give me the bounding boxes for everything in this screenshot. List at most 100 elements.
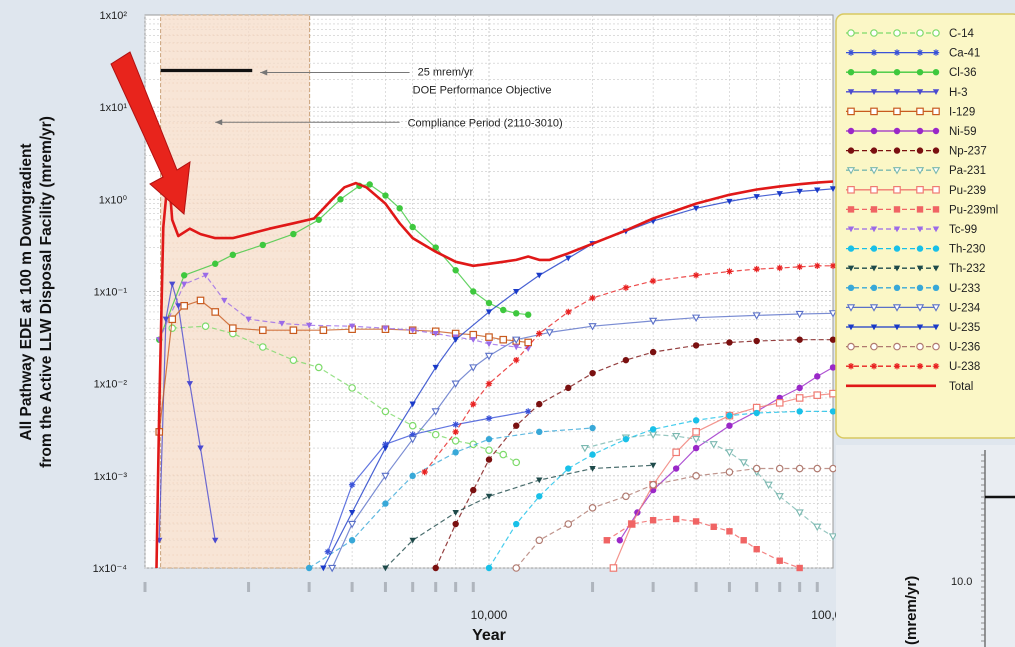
data-point (931, 167, 941, 175)
data-point (847, 284, 855, 291)
data-point (588, 503, 597, 512)
data-point (162, 316, 170, 323)
legend-item: Pu-239ml (846, 204, 998, 216)
data-point (485, 341, 493, 348)
data-point (348, 537, 356, 544)
series-line (308, 427, 593, 569)
data-point (932, 342, 940, 351)
data-point (795, 394, 804, 402)
data-point (258, 326, 267, 335)
legend-item: U-235 (846, 322, 980, 334)
data-point (847, 245, 855, 252)
data-point (348, 323, 356, 330)
data-point (513, 356, 520, 364)
series-np-237 (432, 336, 837, 572)
data-point (609, 564, 618, 572)
data-point (649, 426, 657, 433)
data-point (847, 107, 855, 116)
data-point (916, 186, 924, 194)
legend-item: C-14 (846, 28, 975, 40)
data-point (409, 431, 416, 438)
data-point (764, 481, 773, 490)
data-point (847, 49, 855, 56)
data-point (432, 330, 439, 337)
data-point (916, 127, 924, 135)
y-tick-label: 1x10² (99, 10, 127, 22)
data-point (753, 265, 760, 273)
data-point (289, 356, 298, 364)
data-point (893, 186, 901, 194)
data-point (565, 465, 572, 472)
legend-item: Np-237 (846, 146, 987, 158)
data-point (536, 477, 543, 484)
data-point (305, 322, 313, 329)
data-point (229, 324, 237, 332)
data-point (589, 294, 596, 302)
data-point (814, 373, 821, 380)
data-point (451, 436, 460, 445)
x-minor-tick (651, 582, 655, 592)
data-point (348, 509, 356, 516)
data-point (278, 320, 286, 327)
data-point (245, 316, 252, 323)
data-point (870, 206, 878, 213)
series-line (158, 183, 529, 340)
data-point (870, 69, 878, 76)
data-point (409, 401, 416, 408)
data-point (892, 167, 902, 175)
annotation-leaders (215, 69, 410, 126)
data-point (409, 537, 416, 544)
data-point (196, 296, 205, 305)
x-minor-tick (778, 582, 782, 592)
data-point (916, 29, 924, 37)
data-point (846, 304, 856, 312)
data-point (726, 528, 733, 535)
data-point (485, 333, 493, 341)
data-point (796, 188, 803, 195)
x-axis-label: Year (472, 627, 506, 644)
data-point (932, 206, 940, 213)
data-point (726, 268, 733, 275)
data-point (916, 363, 924, 370)
data-point (932, 245, 940, 252)
data-point (916, 284, 924, 291)
data-point (513, 520, 520, 528)
x-minor-tick (471, 582, 475, 592)
data-point (893, 284, 901, 291)
legend-item: Tc-99 (846, 224, 977, 236)
data-point (470, 288, 477, 295)
annotation-objective-value: 25 mrem/yr (418, 67, 474, 79)
data-point (432, 364, 439, 371)
data-point (796, 263, 803, 271)
data-point (813, 391, 822, 399)
data-point (725, 449, 734, 457)
y-tick-label: 1x10⁻⁴ (93, 563, 128, 575)
data-point (211, 308, 220, 316)
data-point (893, 107, 901, 116)
data-point (512, 458, 521, 467)
data-point (916, 226, 924, 233)
data-point (290, 230, 297, 238)
data-point (628, 520, 635, 528)
data-point (870, 127, 878, 135)
legend-item: Th-232 (846, 263, 985, 275)
series-th-230 (485, 408, 837, 572)
data-point (469, 330, 478, 339)
data-point (932, 186, 940, 194)
data-point (829, 389, 837, 398)
y-tick-labels: 1x10² 1x10¹ 1x10⁰ 1x10⁻¹ 1x10⁻² 1x10⁻³ 1x10⁻⁴ (93, 10, 128, 575)
legend-label: U-234 (949, 302, 981, 314)
data-point (580, 444, 590, 453)
data-point (565, 384, 572, 392)
series-th-232 (382, 462, 657, 572)
data-point (829, 262, 837, 270)
legend-item: U-234 (846, 302, 981, 314)
annotation-compliance-period: Compliance Period (2110-3010) (408, 117, 563, 129)
data-point (692, 472, 700, 480)
x-minor-tick (307, 582, 311, 592)
data-point (916, 324, 924, 331)
x-tick-label: 10,000 (471, 608, 508, 622)
series-u-234 (328, 310, 838, 573)
data-point (795, 509, 804, 517)
series-line (424, 265, 833, 473)
